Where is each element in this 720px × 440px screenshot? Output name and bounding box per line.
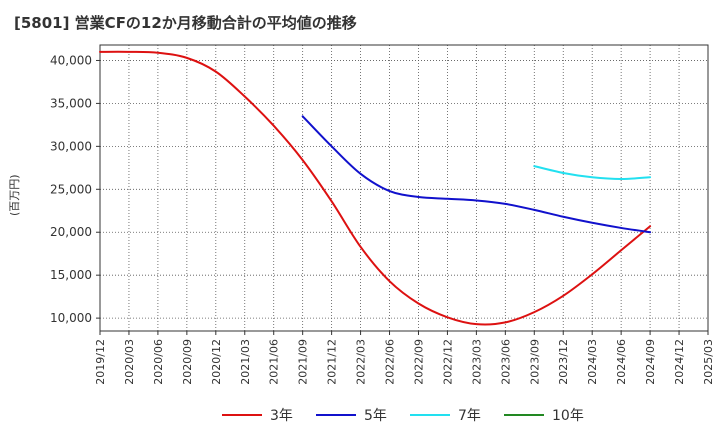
chart-legend: 3年 5年 7年 10年 bbox=[0, 404, 720, 426]
series-line-5y bbox=[301, 115, 652, 234]
x-tick-label: 2025/03 bbox=[702, 339, 715, 385]
x-tick-label: 2023/09 bbox=[528, 339, 541, 385]
legend-label-7y: 7年 bbox=[458, 408, 481, 424]
x-tick-label: 2023/03 bbox=[470, 339, 483, 385]
chart-title: [5801] 営業CFの12か月移動合計の平均値の推移 bbox=[14, 14, 357, 32]
legend-swatch-10y bbox=[504, 414, 544, 416]
x-tick-label: 2024/09 bbox=[644, 339, 657, 385]
legend-item-5y: 5年 bbox=[316, 404, 387, 426]
plot-area bbox=[100, 45, 708, 331]
y-tick-label: 30,000 bbox=[50, 139, 92, 153]
legend-swatch-7y bbox=[410, 414, 450, 416]
x-tick-label: 2024/12 bbox=[673, 339, 686, 385]
legend-item-10y: 10年 bbox=[504, 404, 584, 426]
legend-swatch-3y bbox=[222, 414, 262, 416]
x-tick-label: 2020/09 bbox=[181, 339, 194, 385]
legend-swatch-5y bbox=[316, 414, 356, 416]
x-tick-label: 2020/06 bbox=[152, 339, 165, 385]
x-tick-label: 2023/12 bbox=[557, 339, 570, 385]
chart-plot: 10,000 15,000 20,000 25,000 30,000 35,000 40,0… bbox=[50, 44, 715, 385]
y-tick-label: 35,000 bbox=[50, 96, 92, 110]
x-tick-label: 2022/09 bbox=[412, 339, 425, 385]
x-tick-label: 2020/03 bbox=[123, 339, 136, 385]
x-tick-label: 2021/06 bbox=[268, 339, 281, 385]
x-tick-label: 2024/03 bbox=[586, 339, 599, 385]
y-tick-label: 10,000 bbox=[50, 311, 92, 325]
x-tick-label: 2021/03 bbox=[239, 339, 252, 385]
legend-item-7y: 7年 bbox=[410, 404, 481, 426]
x-tick-label: 2021/09 bbox=[297, 339, 310, 385]
series-line-7y bbox=[533, 165, 652, 180]
y-tick-label: 15,000 bbox=[50, 268, 92, 282]
legend-label-10y: 10年 bbox=[552, 408, 584, 424]
x-tick-label: 2021/12 bbox=[326, 339, 339, 385]
x-tick-label: 2024/06 bbox=[615, 339, 628, 385]
x-tick-label: 2022/12 bbox=[441, 339, 454, 385]
series-line-3y bbox=[99, 50, 652, 326]
x-tick-label: 2020/12 bbox=[210, 339, 223, 385]
y-tick-label: 25,000 bbox=[50, 182, 92, 196]
x-tick-label: 2022/06 bbox=[384, 339, 397, 385]
plot-border bbox=[99, 44, 709, 332]
x-tick-label: 2019/12 bbox=[94, 339, 107, 385]
x-tick-label: 2023/06 bbox=[499, 339, 512, 385]
legend-item-3y: 3年 bbox=[222, 404, 293, 426]
legend-label-5y: 5年 bbox=[364, 408, 387, 424]
legend-label-3y: 3年 bbox=[270, 408, 293, 424]
y-tick-label: 20,000 bbox=[50, 225, 92, 239]
x-tick-label: 2022/03 bbox=[355, 339, 368, 385]
y-tick-label: 40,000 bbox=[50, 53, 92, 67]
